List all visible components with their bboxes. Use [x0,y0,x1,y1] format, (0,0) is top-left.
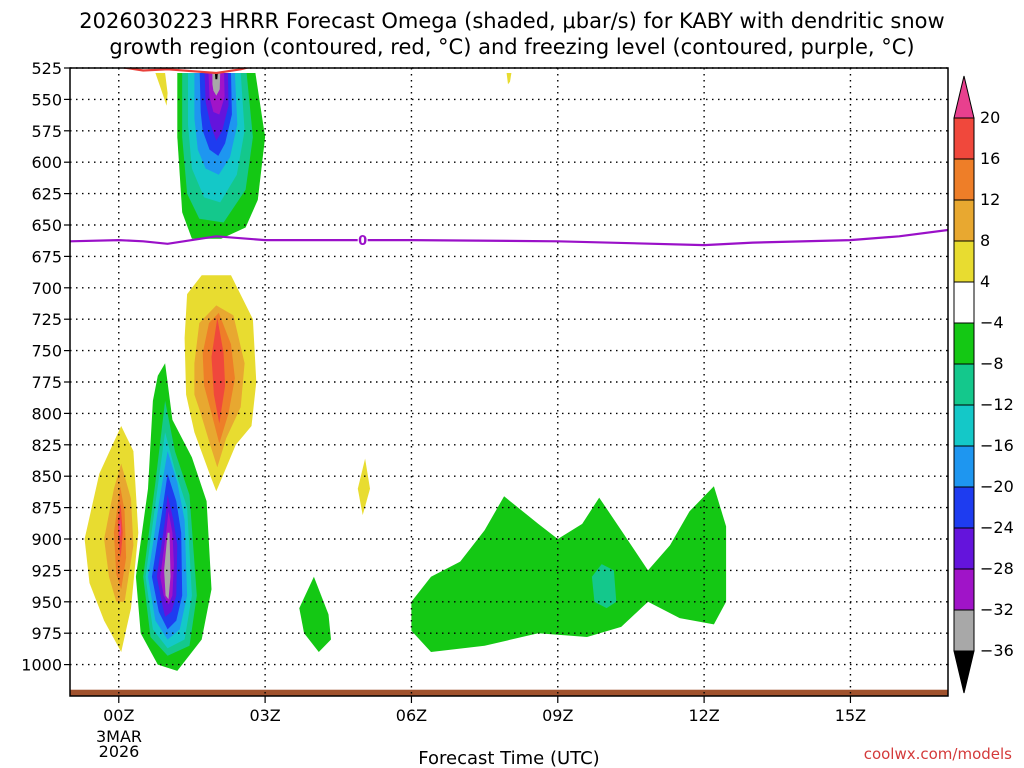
credit-text: coolwx.com/models [864,745,1012,763]
x-tick-label-15Z: 15Z [835,706,866,725]
omega-region-25 [214,73,218,80]
colorbar-label-8: −16 [980,436,1014,455]
colorbar-box-12 [953,609,975,652]
chart-title-line-1: 2026030223 HRRR Forecast Omega (shaded, … [79,9,944,33]
colorbar-label-7: −12 [980,395,1014,414]
colorbar-bottom-arrow [953,650,975,694]
y-tick-label-900: 900 [31,530,62,549]
omega-region-30 [411,486,727,652]
y-tick-label-600: 600 [31,153,62,172]
y-tick-label-750: 750 [31,342,62,361]
freezing-level-label-bg [357,232,368,249]
colorbar-box-9 [953,486,975,529]
colorbar-box-11 [953,568,975,611]
x-tick-label-06Z: 06Z [396,706,427,725]
y-tick-label-850: 850 [31,467,62,486]
ground-surface [70,689,948,696]
contour-lines: 0 [70,68,948,249]
colorbar-label-5: −4 [980,313,1004,332]
colorbar: 20 16 12 8 4 −4 −8 −12 −16 −20 −24 −28 −32 −36 [953,75,1014,694]
colorbar-label-2: 12 [980,190,1000,209]
x-date-label-year: 2026 [99,742,140,761]
omega-region-12 [164,532,171,600]
y-tick-label-925: 925 [31,561,62,580]
colorbar-label-0: 20 [980,108,1000,127]
colorbar-label-1: 16 [980,149,1000,168]
colorbar-box-7 [953,404,975,447]
colorbar-label-9: −20 [980,477,1014,496]
x-tick-label-03Z: 03Z [249,706,280,725]
colorbar-box-6 [953,363,975,406]
omega-region-16 [211,317,226,424]
colorbar-label-6: −8 [980,354,1004,373]
omega-region-26 [155,73,168,106]
dgz-contour-line [119,68,251,75]
omega-region-28 [357,458,370,516]
y-tick-label-950: 950 [31,593,62,612]
colorbar-box-0 [953,117,975,160]
y-tick-label-775: 775 [31,373,62,392]
colorbar-label-12: −32 [980,600,1014,619]
x-tick-label-09Z: 09Z [542,706,573,725]
x-date-label-day: 3MAR [96,727,142,746]
colorbar-box-5 [953,322,975,365]
colorbar-label-13: −36 [980,641,1014,660]
y-tick-label-525: 525 [31,59,62,78]
colorbar-box-3 [953,240,975,283]
colorbar-label-11: −28 [980,559,1014,578]
y-tick-label-575: 575 [31,122,62,141]
omega-region-27 [506,73,512,85]
colorbar-box-1 [953,158,975,201]
colorbar-box-4 [953,281,975,324]
omega-region-4 [118,518,122,539]
y-tick-label-700: 700 [31,279,62,298]
colorbar-label-10: −24 [980,518,1014,537]
colorbar-box-2 [953,199,975,242]
x-axis-label: Forecast Time (UTC) [418,748,599,768]
y-tick-label-800: 800 [31,404,62,423]
y-tick-label-825: 825 [31,436,62,455]
y-tick-label-650: 650 [31,216,62,235]
x-tick-label-12Z: 12Z [688,706,719,725]
colorbar-box-8 [953,445,975,488]
y-tick-label-975: 975 [31,624,62,643]
colorbar-label-3: 8 [980,231,990,250]
omega-region-24 [212,73,221,96]
omega-shaded-regions [70,73,948,696]
x-tick-label-00Z: 00Z [103,706,134,725]
colorbar-label-4: 4 [980,272,990,291]
freezing-level-label: 0 [358,234,367,249]
axes: 525 550 575 600 625 650 675 700 725 750 775 800 825 8… [21,59,949,725]
y-tick-label-550: 550 [31,90,62,109]
y-tick-label-675: 675 [31,247,62,266]
y-tick-label-725: 725 [31,310,62,329]
y-tick-label-875: 875 [31,499,62,518]
freezing-level-line [70,228,948,247]
y-tick-label-625: 625 [31,185,62,204]
y-tick-label-1000: 1000 [21,656,62,675]
omega-region-31 [591,564,617,609]
chart-title-line-2: growth region (contoured, red, °C) and f… [109,35,914,59]
colorbar-box-10 [953,527,975,570]
